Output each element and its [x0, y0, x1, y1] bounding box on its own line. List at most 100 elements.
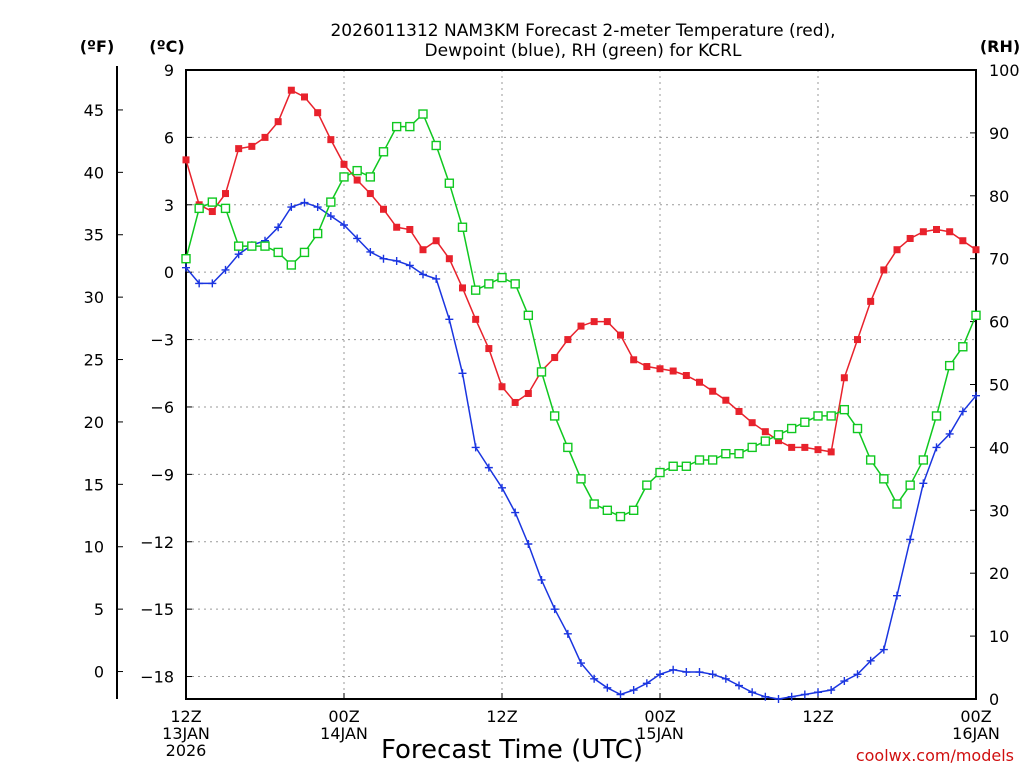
dewpoint-point [445, 315, 454, 324]
rh-point [971, 310, 981, 321]
rh-point [918, 455, 929, 465]
dewpoint-point [287, 203, 296, 212]
rh-point [655, 467, 665, 478]
rh-point [852, 423, 863, 434]
rh-tick-label: 20 [989, 564, 1009, 583]
temperature-point [301, 93, 308, 101]
rh-line [185, 112, 977, 518]
time-tick-label: 2026 [166, 741, 207, 760]
dewpoint-point [695, 668, 704, 677]
celsius-tick-label: 9 [164, 61, 174, 80]
dewpoint-point [498, 483, 506, 492]
rh-tick-label: 10 [989, 627, 1009, 646]
rh-point [931, 411, 942, 421]
dewpoint-point [274, 223, 283, 232]
chart-title-line-2: Dewpoint (blue), RH (green) for KCRL [425, 41, 742, 61]
dewpoint-point [814, 688, 822, 697]
dewpoint-point [919, 479, 928, 488]
rh-point [444, 178, 455, 188]
temperature-point [972, 246, 980, 254]
dewpoint-point [392, 256, 401, 265]
rh-point [260, 241, 270, 251]
temperature-point [340, 160, 348, 168]
temperature-line [185, 89, 977, 453]
rh-tick-label: 90 [989, 124, 1009, 143]
grid-lines [186, 70, 976, 699]
dewpoint-point [945, 429, 954, 438]
rh-point [563, 442, 573, 453]
temperature-point [314, 109, 322, 117]
dewpoint-point [656, 670, 664, 679]
fahrenheit-tick-label: 15 [84, 475, 104, 494]
temperature-point [761, 428, 769, 436]
dewpoint-point [326, 212, 335, 221]
temperature-point [498, 383, 506, 391]
rh-point [668, 461, 678, 471]
temperature-point [854, 336, 861, 344]
rh-point [707, 455, 718, 465]
rh-point [470, 285, 481, 295]
temperature-point [445, 255, 453, 263]
dewpoint-point [405, 261, 414, 270]
dewpoint-point [550, 605, 559, 614]
rh-tick-label: 80 [989, 187, 1009, 206]
dewpoint-point [840, 677, 849, 686]
fahrenheit-tick-label: 45 [84, 101, 104, 120]
dewpoint-point [195, 279, 204, 288]
time-tick-label: 12Z [802, 707, 833, 726]
fahrenheit-axis: 45 40 35 30 25 20 15 10 5 0 [84, 101, 123, 682]
dewpoint-series [182, 198, 980, 703]
rh-tick-label: 100 [989, 61, 1020, 80]
temperature-point [472, 315, 480, 323]
rh-point [247, 241, 257, 251]
rh-point [694, 455, 705, 465]
rh-point [273, 247, 283, 258]
fahrenheit-tick-label: 5 [94, 600, 104, 619]
dewpoint-point [524, 539, 533, 548]
dewpoint-point [616, 690, 625, 699]
temperature-point [406, 225, 414, 233]
rh-point [826, 411, 836, 421]
temperature-point [788, 443, 796, 451]
rh-point [431, 140, 441, 151]
temperature-point [274, 118, 282, 126]
temperature-point [485, 345, 493, 353]
rh-point [220, 203, 231, 214]
dewpoint-point [577, 659, 585, 668]
dewpoint-point [787, 692, 796, 701]
rh-point [760, 436, 771, 446]
fahrenheit-tick-label: 35 [84, 226, 104, 245]
dewpoint-point [432, 274, 441, 283]
time-tick-label: 00Z [960, 707, 991, 726]
temperature-point [669, 367, 677, 375]
temperature-point [906, 234, 914, 242]
dewpoint-point [511, 508, 520, 517]
temperature-point [182, 156, 190, 164]
celsius-tick-label: 3 [164, 196, 174, 215]
dewpoint-point [853, 670, 862, 679]
temperature-point [564, 336, 572, 344]
temperature-point [735, 407, 743, 415]
rh-point [681, 461, 692, 471]
temperature-point [287, 86, 295, 94]
rh-point [747, 442, 757, 453]
temperature-point [722, 396, 730, 404]
rh-tick-label: 60 [989, 313, 1009, 332]
celsius-tick-label: −15 [140, 600, 174, 619]
rh-point [549, 411, 560, 421]
rh-point [510, 279, 520, 289]
dewpoint-point [906, 535, 915, 544]
dewpoint-point [537, 575, 546, 584]
rh-point [181, 253, 191, 264]
time-tick-label: 14JAN [320, 724, 368, 743]
time-tick-label: 16JAN [952, 724, 1000, 743]
rh-series [181, 109, 981, 522]
rh-point [813, 411, 823, 421]
rh-point [721, 448, 731, 459]
dewpoint-point [484, 463, 493, 472]
temperature-point [366, 190, 374, 198]
rh-point [628, 505, 639, 515]
dewpoint-point [748, 688, 757, 697]
